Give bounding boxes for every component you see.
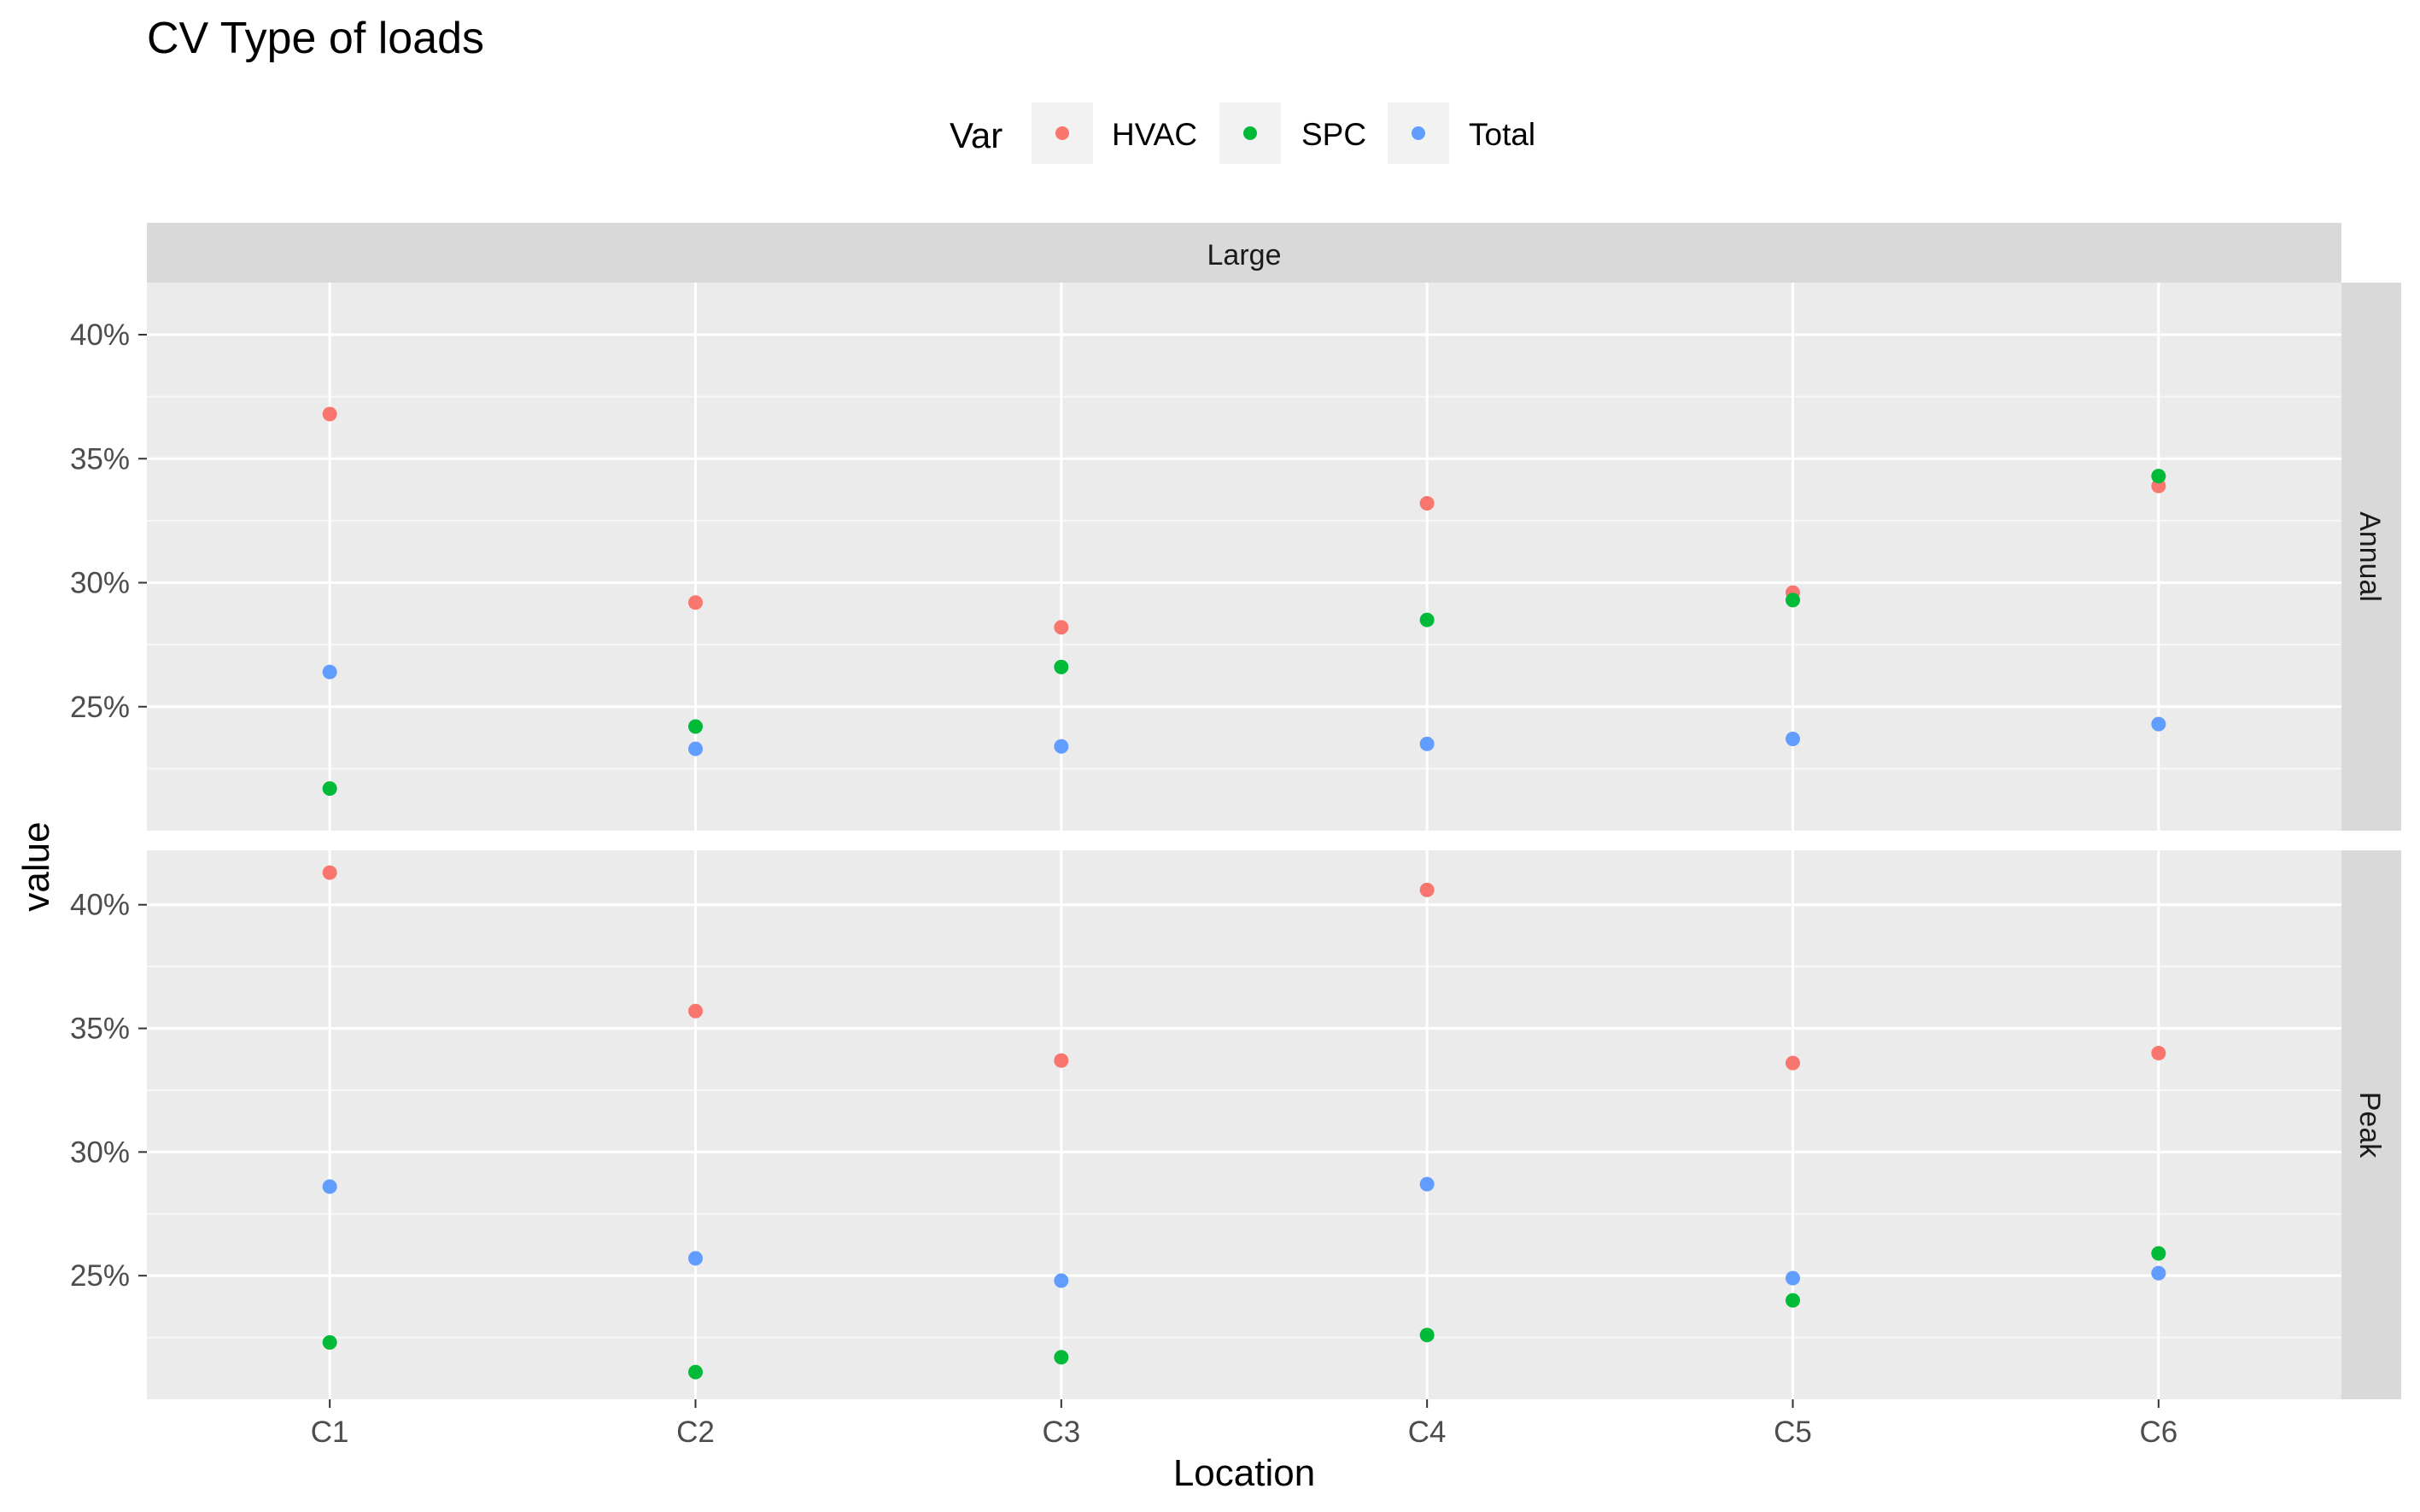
point-hvac-c5-peak: [1786, 1055, 1800, 1071]
point-total-c3-peak: [1054, 1273, 1069, 1288]
point-hvac-c6-peak: [2151, 1046, 2166, 1061]
legend-dot-total: [1412, 126, 1425, 140]
facet-label-annual: Annual: [2353, 511, 2386, 602]
panel-peak: 25% 30% 35% 40% Peak C1 C2 C3 C4 C5 C6: [70, 850, 2401, 1449]
point-spc-c6-annual: [2151, 469, 2166, 484]
point-spc-c6-peak: [2151, 1246, 2166, 1261]
point-spc-c2-peak: [688, 1364, 703, 1380]
point-hvac-c3-peak: [1054, 1053, 1069, 1068]
point-total-c3-annual: [1054, 738, 1069, 754]
y-tick-label: 30%: [70, 567, 130, 600]
facet-strip-annual: [2341, 283, 2401, 831]
y-tick-label: 35%: [70, 442, 130, 476]
x-axis-title: Location: [1173, 1452, 1315, 1494]
x-tick-label-c5: C5: [1774, 1416, 1812, 1449]
x-tick-label-c6: C6: [2139, 1416, 2177, 1449]
legend-title: Var: [950, 115, 1002, 155]
point-hvac-c1-annual: [322, 406, 337, 422]
x-tick-label-c3: C3: [1042, 1416, 1080, 1449]
legend-label-spc: SPC: [1301, 117, 1366, 152]
point-hvac-c4-annual: [1419, 496, 1435, 511]
y-axis-title: value: [15, 821, 57, 911]
point-total-c4-peak: [1419, 1176, 1435, 1192]
point-total-c1-annual: [322, 664, 337, 680]
point-spc-c3-annual: [1054, 659, 1069, 674]
point-total-c6-annual: [2151, 716, 2166, 732]
x-tick-label-c2: C2: [676, 1416, 715, 1449]
y-tick-label: 30%: [70, 1135, 130, 1169]
point-spc-c4-annual: [1419, 612, 1435, 628]
facet-strip-peak: [2341, 850, 2401, 1399]
panel-background: [147, 850, 2341, 1399]
point-spc-c3-peak: [1054, 1350, 1069, 1365]
point-hvac-c4-peak: [1419, 882, 1435, 897]
chart-title: CV Type of loads: [147, 14, 484, 63]
y-tick-label: 25%: [70, 691, 130, 724]
legend-dot-spc: [1243, 126, 1257, 140]
point-hvac-c2-peak: [688, 1003, 703, 1019]
legend-label-total: Total: [1469, 117, 1535, 152]
panel-annual: 25% 30% 35% 40% Annual: [70, 283, 2401, 831]
point-total-c6-peak: [2151, 1265, 2166, 1281]
point-total-c2-peak: [688, 1251, 703, 1266]
facet-strip-large: Large: [147, 223, 2341, 283]
point-spc-c5-peak: [1786, 1293, 1800, 1308]
point-spc-c5-annual: [1786, 593, 1800, 608]
point-spc-c1-annual: [322, 781, 337, 797]
point-total-c5-peak: [1786, 1270, 1800, 1286]
point-total-c1-peak: [322, 1179, 337, 1194]
x-tick-label-c4: C4: [1408, 1416, 1447, 1449]
point-hvac-c6-annual: [2151, 478, 2166, 493]
y-tick-label: 40%: [70, 318, 130, 352]
y-tick-label: 25%: [70, 1259, 130, 1293]
y-tick-label: 35%: [70, 1013, 130, 1046]
facet-label-peak: Peak: [2353, 1092, 2386, 1159]
point-total-c2-annual: [688, 741, 703, 756]
point-spc-c1-peak: [322, 1334, 337, 1350]
point-spc-c2-annual: [688, 719, 703, 734]
point-hvac-c3-annual: [1054, 620, 1069, 635]
legend: Var HVAC SPC Total: [950, 102, 1535, 164]
y-tick-label: 40%: [70, 889, 130, 922]
panel-background: [147, 283, 2341, 831]
point-spc-c4-peak: [1419, 1328, 1435, 1343]
point-total-c4-annual: [1419, 736, 1435, 751]
legend-dot-hvac: [1055, 126, 1069, 140]
point-total-c5-annual: [1786, 732, 1800, 747]
point-hvac-c2-annual: [688, 595, 703, 610]
point-hvac-c1-peak: [322, 865, 337, 880]
legend-label-hvac: HVAC: [1112, 117, 1197, 152]
x-tick-label-c1: C1: [311, 1416, 349, 1449]
facet-label-large: Large: [1207, 239, 1282, 271]
